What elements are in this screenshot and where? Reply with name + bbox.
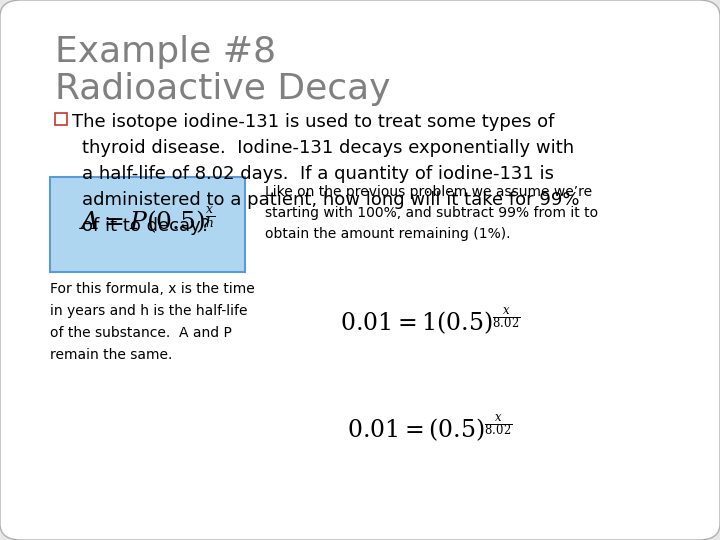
- Text: $0.01 = (0.5)^{\frac{x}{8.02}}$: $0.01 = (0.5)^{\frac{x}{8.02}}$: [347, 412, 513, 443]
- Text: of the substance.  A and P: of the substance. A and P: [50, 326, 232, 340]
- Text: in years and h is the half-life: in years and h is the half-life: [50, 304, 248, 318]
- Text: administered to a patient, how long will it take for 99%: administered to a patient, how long will…: [82, 191, 580, 209]
- Text: Like on the previous problem we assume we’re: Like on the previous problem we assume w…: [265, 185, 592, 199]
- Text: of it to decay?: of it to decay?: [82, 217, 210, 235]
- Text: For this formula, x is the time: For this formula, x is the time: [50, 282, 255, 296]
- Text: The isotope iodine-131 is used to treat some types of: The isotope iodine-131 is used to treat …: [72, 113, 554, 131]
- Bar: [55, 113, 67, 125]
- Text: $A = P(0.5)^{\frac{x}{h}}$: $A = P(0.5)^{\frac{x}{h}}$: [79, 205, 216, 237]
- Text: Radioactive Decay: Radioactive Decay: [55, 72, 390, 106]
- Text: $0.01 = 1(0.5)^{\frac{x}{8.02}}$: $0.01 = 1(0.5)^{\frac{x}{8.02}}$: [340, 305, 520, 336]
- Text: obtain the amount remaining (1%).: obtain the amount remaining (1%).: [265, 227, 510, 241]
- Text: thyroid disease.  Iodine-131 decays exponentially with: thyroid disease. Iodine-131 decays expon…: [82, 139, 574, 157]
- Text: Example #8: Example #8: [55, 35, 276, 69]
- Text: remain the same.: remain the same.: [50, 348, 172, 362]
- Text: a half-life of 8.02 days.  If a quantity of iodine-131 is: a half-life of 8.02 days. If a quantity …: [82, 165, 554, 183]
- Bar: [50, 177, 245, 272]
- Text: starting with 100%, and subtract 99% from it to: starting with 100%, and subtract 99% fro…: [265, 206, 598, 220]
